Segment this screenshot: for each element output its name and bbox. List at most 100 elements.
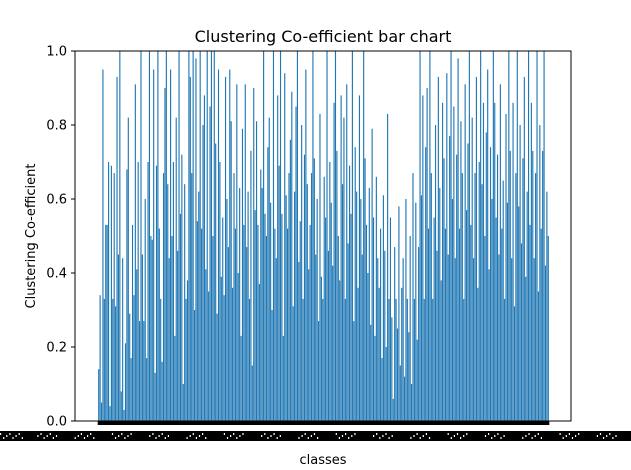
bar [399,365,401,421]
y-axis: 0.0 0.2 0.4 0.6 0.8 1.0 [46,45,75,430]
x-tick-label-gap [488,433,490,435]
bar [213,51,215,421]
x-tick-label-gap [301,435,303,437]
x-tick-label-gap [317,437,319,439]
x-tick-label-gap [279,435,281,437]
x-tick-label-gap [195,437,197,439]
bar [139,321,141,421]
x-tick-label-gap [0,433,2,435]
bar [430,173,432,421]
bar [106,224,108,421]
bar [217,69,220,421]
bar [528,51,530,421]
bar [546,191,548,421]
bar [134,84,136,422]
bar [378,287,380,421]
bar [358,95,361,422]
x-tick-label-gap [453,435,455,437]
bar [198,191,200,421]
bar [143,321,145,421]
bar [485,132,487,421]
bar [120,391,122,421]
bar [275,258,277,421]
bar [402,258,404,421]
bar [115,306,117,421]
x-tick-label-gap [9,433,11,435]
bar [381,358,383,421]
bar [184,184,186,421]
bar [288,173,290,421]
bar [367,273,369,421]
bar [395,298,397,421]
bar [360,199,362,421]
x-tick-label-gap [264,433,266,435]
bar [117,254,119,421]
bar [473,258,475,421]
bar [234,228,236,421]
bar [368,187,370,421]
bar [133,295,135,421]
bar [522,158,524,422]
bar [512,102,514,422]
bar [341,184,344,421]
bar [178,51,180,421]
bar [460,121,462,422]
x-tick-label-gap [87,435,89,437]
bar [465,210,468,421]
x-tick-label-gap [348,437,350,439]
bar [265,236,267,421]
bar [140,51,142,421]
bar [157,51,159,421]
bar [463,298,465,421]
bar [353,321,355,421]
bar [334,51,337,421]
x-tick-label-gap [354,433,356,435]
bar [195,58,197,422]
bar [251,365,253,421]
bar [98,369,100,421]
bar [529,224,531,421]
bar [219,162,221,421]
x-tick-label-gap [307,437,309,439]
bar [110,165,112,421]
x-tick-label-gap [571,437,574,439]
x-tick-label-gap [90,433,92,435]
bar [144,199,146,421]
bar [127,117,129,421]
bar [236,84,238,422]
x-tick-label-gap [270,435,272,437]
bar [484,236,486,421]
bar [158,228,160,421]
x-tick-label-gap [223,433,225,435]
x-tick-label-band [0,431,631,441]
bar [530,102,532,422]
x-tick-label-gap [373,435,375,437]
x-tick-label-gap [615,435,617,437]
x-tick-label-gap [422,435,424,437]
bar [432,298,434,421]
bar [103,298,105,421]
bar [502,180,504,421]
bar [313,158,315,422]
bar [492,51,494,421]
x-tick-label-gap [568,433,570,435]
bar [201,228,203,421]
bar [296,51,298,421]
bar [188,51,190,421]
bar [391,317,393,421]
bar [232,287,234,421]
bar [542,150,544,421]
bar [325,217,327,421]
bar [499,84,501,422]
bar [298,261,300,421]
bar [323,176,325,421]
bar [272,51,275,421]
bar [141,254,143,421]
bar [457,58,459,422]
bar [481,184,483,421]
x-tick-label-gap [21,437,23,439]
x-tick-label-gap [562,437,564,439]
bar [162,173,165,421]
bar [99,295,101,421]
